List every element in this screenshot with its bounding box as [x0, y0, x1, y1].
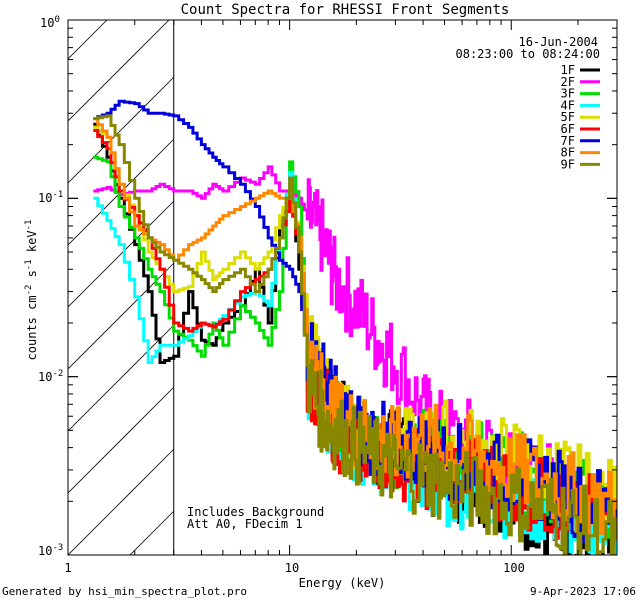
- axis-ticks: [67, 19, 618, 556]
- hatch-line: [68, 324, 175, 432]
- x-tick-label: 10: [285, 561, 299, 575]
- chart-title: Count Spectra for RHESSI Front Segments: [181, 2, 510, 18]
- hatch-line: [68, 76, 175, 184]
- y-tick-labels: 10-3 10-2 10-1 100: [38, 15, 63, 558]
- y-axis-label: counts cm-2 s-1 keV-1: [24, 220, 39, 361]
- legend-label: 9F: [561, 157, 575, 171]
- annotation-attenuator: Att A0, FDecim 1: [187, 517, 303, 531]
- legend-label: 1F: [561, 63, 575, 77]
- footer-generator: Generated by hsi_min_spectra_plot.pro: [2, 585, 247, 598]
- plot-frame: [67, 19, 618, 556]
- annotation-background: Includes Background: [187, 505, 324, 519]
- series-line-9F: [93, 114, 617, 555]
- legend-label: 7F: [561, 134, 575, 148]
- y-tick-label: 10-2: [38, 369, 63, 384]
- hatch-line: [68, 20, 170, 122]
- x-tick-label: 1: [64, 561, 71, 575]
- y-tick-label: 10-1: [38, 190, 63, 205]
- legend-label: 5F: [561, 110, 575, 124]
- x-axis-label: Energy (keV): [299, 576, 386, 590]
- legend-label: 8F: [561, 146, 575, 160]
- legend-label: 3F: [561, 87, 575, 101]
- date-label: 16-Jun-2004: [519, 35, 598, 49]
- hatch-line: [68, 386, 175, 494]
- series-group: [93, 99, 617, 555]
- hatch-line: [68, 448, 175, 555]
- x-tick-label: 100: [503, 561, 525, 575]
- x-tick-labels: 1 10 100: [64, 561, 524, 575]
- y-tick-label: 100: [40, 15, 60, 30]
- legend-label: 6F: [561, 122, 575, 136]
- legend-label: 2F: [561, 75, 575, 89]
- footer-timestamp: 9-Apr-2023 17:06: [530, 585, 636, 598]
- hatch-line: [68, 200, 175, 308]
- time-range-label: 08:23:00 to 08:24:00: [456, 47, 601, 61]
- y-tick-label: 10-3: [38, 543, 63, 558]
- hatch-line: [68, 20, 108, 60]
- legend-label: 4F: [561, 98, 575, 112]
- hatch-line: [68, 262, 175, 370]
- hatch-line: [129, 510, 175, 555]
